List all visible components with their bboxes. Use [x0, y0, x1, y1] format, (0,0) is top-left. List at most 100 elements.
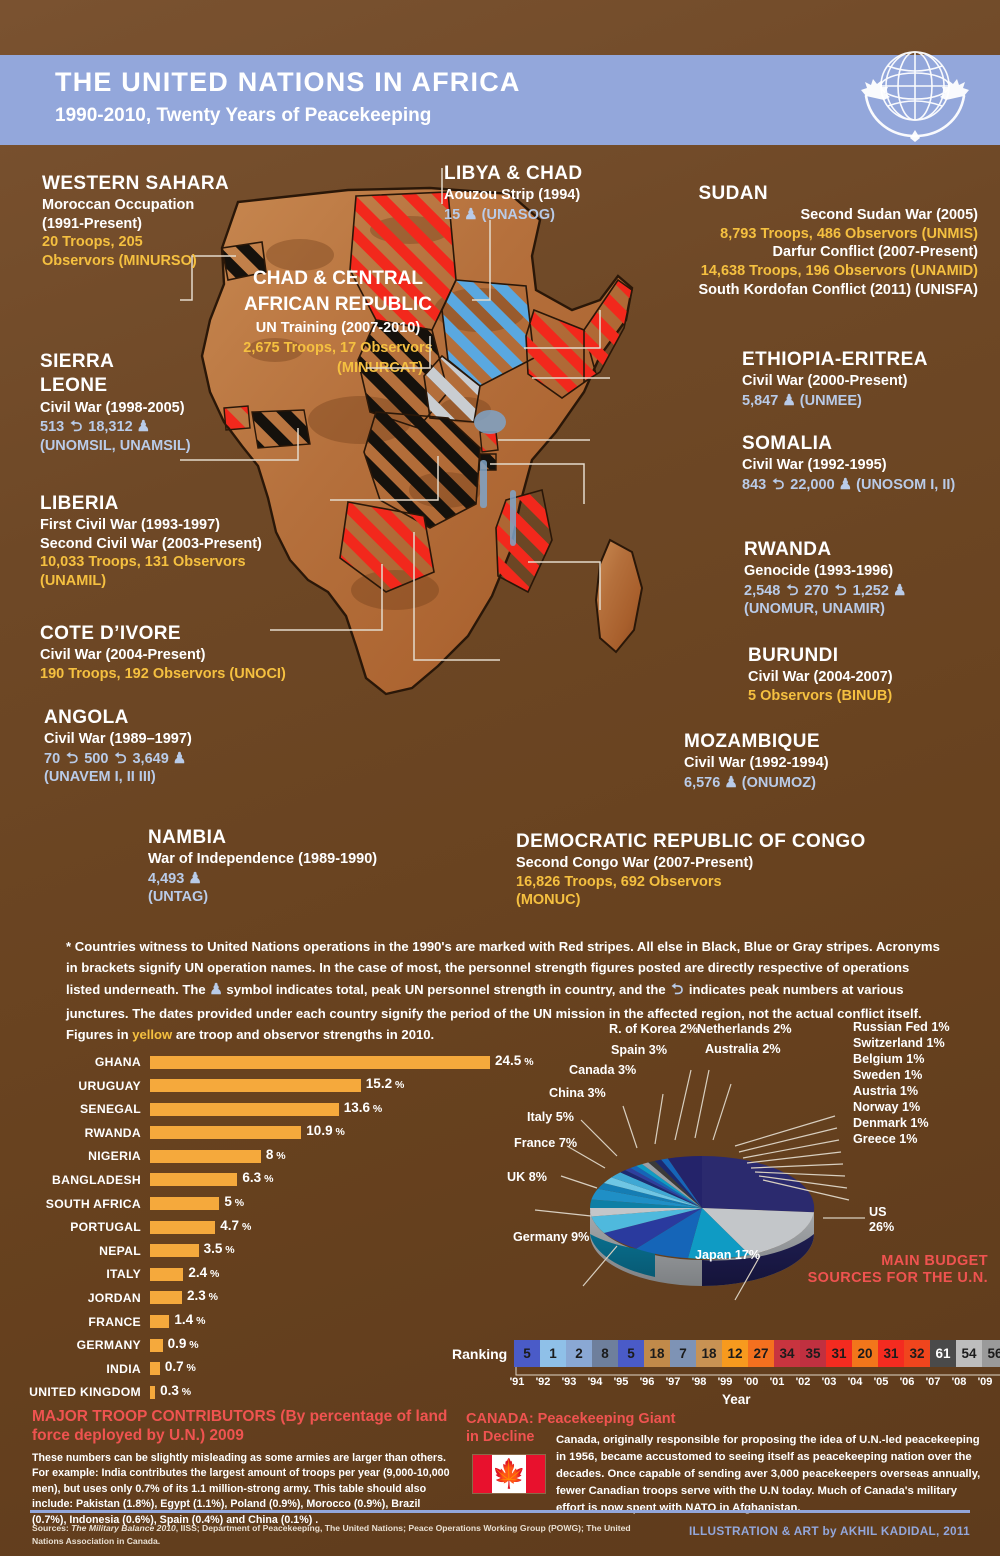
peak-arrow-icon: ⮌ [114, 749, 127, 767]
rank-year: '09 [977, 1376, 993, 1388]
maple-leaf-icon: 🍁 [491, 1458, 527, 1489]
pie-label-japan: Japan 17% [695, 1248, 761, 1262]
callout-line: 843 ⮌ 22,000 ♟ (UNOSOM I, II) [742, 475, 956, 493]
person-icon: ♟ [188, 869, 202, 887]
madagascar [594, 538, 644, 654]
bar-track: 3.5 % [150, 1241, 490, 1258]
pie-label-russia: Russian Fed 1% [853, 1020, 950, 1034]
callout-line: (UNAVEM I, II III) [44, 769, 156, 786]
canada-heading: CANADA: Peacekeeping Giant in Decline [466, 1410, 986, 1446]
pie-label-germany: Germany 9% [513, 1230, 590, 1244]
rank-cell: 18 [644, 1340, 670, 1367]
bar-track: 8 % [150, 1146, 490, 1163]
sources-text: Sources: The Military Balance 2010, IISS… [32, 1522, 652, 1549]
pie-label-canada: Canada 3% [569, 1063, 637, 1077]
pie-slice-germany [688, 1208, 750, 1259]
bar-category-label: FRANCE [88, 1314, 141, 1329]
canada-section: CANADA: Peacekeeping Giant in Decline 🍁 … [466, 1410, 986, 1514]
pie-label-austria: Austria 1% [853, 1084, 919, 1098]
bar-fill [150, 1338, 163, 1352]
pie-label-belgium: Belgium 1% [853, 1052, 925, 1066]
pie-label-sweden: Sweden 1% [853, 1068, 923, 1082]
callout-title: DEMOCRATIC REPUBLIC OF CONGO [516, 831, 866, 852]
callout-line: 10,033 Troops, 131 Observors [40, 554, 246, 571]
africa-map: CHAD & CENTRAL AFRICAN REPUBLIC UN Train… [0, 150, 1000, 940]
budget-pie-chart: US 26% Japan 17% Germany 9% UK 8% France… [505, 1020, 1000, 1328]
callout-line: 5 Observors (BINUB) [748, 687, 893, 704]
callout-liberia: LIBERIA First Civil War (1993-1997) Seco… [40, 492, 262, 591]
rank-year: '92 [535, 1376, 551, 1388]
pie-label-switzerland: Switzerland 1% [853, 1036, 945, 1050]
callout-title: SOMALIA [742, 433, 833, 454]
bar-value: 8 % [265, 1146, 286, 1162]
pie-side-wall [590, 1208, 814, 1286]
peak-arrow-icon: ⮌ [70, 418, 83, 436]
flag-bar-left [473, 1455, 492, 1493]
pie-label-spain: Spain 3% [611, 1043, 668, 1057]
bar-category-label: NIGERIA [88, 1149, 141, 1164]
pie-label-us: US [869, 1205, 887, 1219]
callout-title: WESTERN SAHARA [42, 173, 230, 194]
callout-sierra-leone: SIERRA LEONE Civil War (1998-2005) 513 ⮌… [40, 350, 191, 455]
rank-year: '06 [899, 1376, 915, 1388]
rank-cell: 8 [592, 1340, 618, 1367]
pie-label-italy: Italy 5% [527, 1110, 574, 1124]
rank-cell: 61 [930, 1340, 956, 1367]
un-emblem-icon [861, 51, 969, 142]
bar-value: 5 % [224, 1194, 245, 1210]
person-icon: ♟ [464, 205, 478, 223]
bar-fill [150, 1079, 361, 1093]
africa-map-svg: CHAD & CENTRAL AFRICAN REPUBLIC UN Train… [180, 168, 644, 696]
callout-title: SUDAN [698, 183, 769, 204]
pie-slice-us [702, 1156, 815, 1213]
credit-text: ILLUSTRATION & ART by AKHIL KADIDAL, 201… [688, 1524, 970, 1538]
bar-row: JORDAN 2.3 % [20, 1288, 490, 1308]
callout-line: 6,576 ♟ (ONUMOZ) [684, 773, 816, 791]
rank-year: '05 [873, 1376, 889, 1388]
callout-line: 5,847 ♟ (UNMEE) [742, 391, 862, 409]
rank-cell: 7 [670, 1340, 696, 1367]
rank-cell: 31 [878, 1340, 904, 1367]
rank-year: '94 [587, 1376, 603, 1388]
callout-rwanda: RWANDA Genocide (1993-1996) 2,548 ⮌ 270 … [744, 538, 906, 619]
bar-fill [150, 1173, 238, 1187]
bar-track: 4.7 % [150, 1218, 490, 1234]
callout-line: Genocide (1993-1996) [744, 563, 894, 580]
inline-label-event: UN Training (2007-2010) [256, 320, 421, 336]
bar-track: 6.3 % [150, 1170, 490, 1187]
rank-year: '99 [717, 1376, 733, 1388]
bar-category-label: SOUTH AFRICA [45, 1196, 141, 1211]
callout-ethiopia-eritrea: ETHIOPIA-ERITREA Civil War (2000-Present… [742, 348, 928, 410]
pie-slice-italy [591, 1208, 702, 1233]
callout-line: Aouzou Strip (1994) [444, 187, 581, 204]
rank-cell: 35 [800, 1340, 826, 1367]
pie-slice-denmark [654, 1159, 702, 1208]
troop-contributors-bar-chart: GHANA 24.5 % URUGUAY 15.2 % SENEGAL 13.6… [20, 1052, 533, 1406]
bar-row: GERMANY 0.9 % [20, 1335, 490, 1355]
bar-category-label: URUGUAY [78, 1078, 141, 1093]
callout-line: Moroccan Occupation [42, 197, 195, 214]
pie-chart-title: MAIN BUDGET SOURCES FOR THE U.N. [807, 1253, 988, 1287]
pie-slice-canada [589, 1199, 702, 1208]
bar-fill [150, 1362, 160, 1376]
bar-value: 2.3 % [186, 1288, 218, 1304]
bar-value: 6.3 % [242, 1170, 274, 1186]
bar-fill [150, 1385, 156, 1399]
bar-value: 1.4 % [174, 1312, 206, 1328]
rank-year: '95 [613, 1376, 629, 1388]
rank-year: '97 [665, 1376, 681, 1388]
bar-fill [150, 1315, 170, 1329]
bar-row: PORTUGAL 4.7 % [20, 1217, 490, 1237]
pie-label-france: France 7% [514, 1136, 578, 1150]
sources-italic-title: The Military Balance 2010 [71, 1523, 176, 1533]
bar-track: 1.4 % [150, 1312, 490, 1329]
bar-value: 15.2 % [365, 1076, 405, 1092]
peak-arrow-icon: ⮌ [671, 981, 684, 999]
callout-nambia: NAMBIA War of Independence (1989-1990) 4… [148, 826, 377, 907]
bar-category-label: ITALY [106, 1267, 141, 1282]
bar-fill [150, 1055, 490, 1069]
person-icon: ♟ [724, 773, 738, 791]
callout-angola: ANGOLA Civil War (1989–1997) 70 ⮌ 500 ⮌ … [44, 706, 192, 787]
callout-title: NAMBIA [148, 827, 227, 848]
